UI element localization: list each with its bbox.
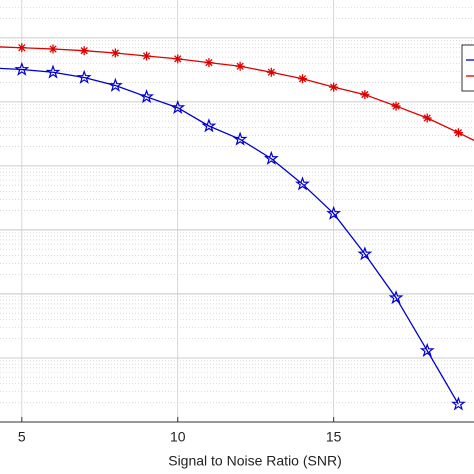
marker [139,88,155,104]
marker [450,396,466,411]
marker [263,150,279,165]
marker [295,176,310,191]
marker [419,342,435,358]
legend-box [461,44,474,92]
x-tick-label: 5 [18,429,26,445]
marker [360,90,370,100]
marker [107,77,123,92]
marker [422,113,432,123]
marker [297,74,307,84]
marker [79,46,89,56]
series [0,61,466,411]
series-line [0,46,474,142]
series [0,43,474,142]
marker [170,99,186,115]
marker [326,205,342,220]
x-axis-label: Signal to Noise Ratio (SNR) [168,453,342,469]
marker [110,48,120,58]
marker [329,82,339,92]
marker [48,44,58,54]
marker [232,131,248,146]
marker [453,128,463,138]
marker [201,118,217,133]
x-tick-label: 15 [326,429,342,445]
marker [14,61,30,76]
marker [357,246,373,261]
marker [388,289,404,305]
marker [17,43,27,53]
series-line [0,67,459,405]
marker [391,101,401,111]
marker [235,61,245,71]
marker [173,54,183,64]
marker [204,58,214,68]
marker [266,67,276,77]
x-tick-label: 10 [170,429,186,445]
marker [76,69,92,84]
marker [45,64,61,79]
marker [142,51,152,61]
